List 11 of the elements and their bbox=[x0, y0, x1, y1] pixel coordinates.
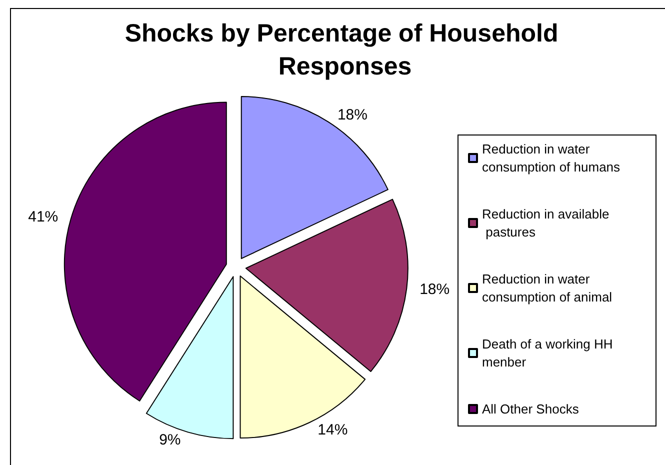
legend-label: All Other Shocks bbox=[482, 402, 580, 416]
data-label: 18% bbox=[420, 281, 450, 298]
data-label: 14% bbox=[318, 421, 348, 438]
legend-label: Reduction in water consumption of humans bbox=[482, 142, 621, 174]
data-label: 9% bbox=[159, 431, 181, 448]
legend-label: Death of a working HH menber bbox=[482, 336, 616, 370]
legend-label: Reduction in water consumption of animal bbox=[482, 272, 612, 304]
legend-label: Reduction in available pastures bbox=[482, 206, 610, 240]
data-label: 41% bbox=[28, 208, 58, 226]
chart-title: Shocks by Percentage of Household Responses bbox=[124, 20, 566, 80]
data-label: 18% bbox=[337, 106, 368, 124]
